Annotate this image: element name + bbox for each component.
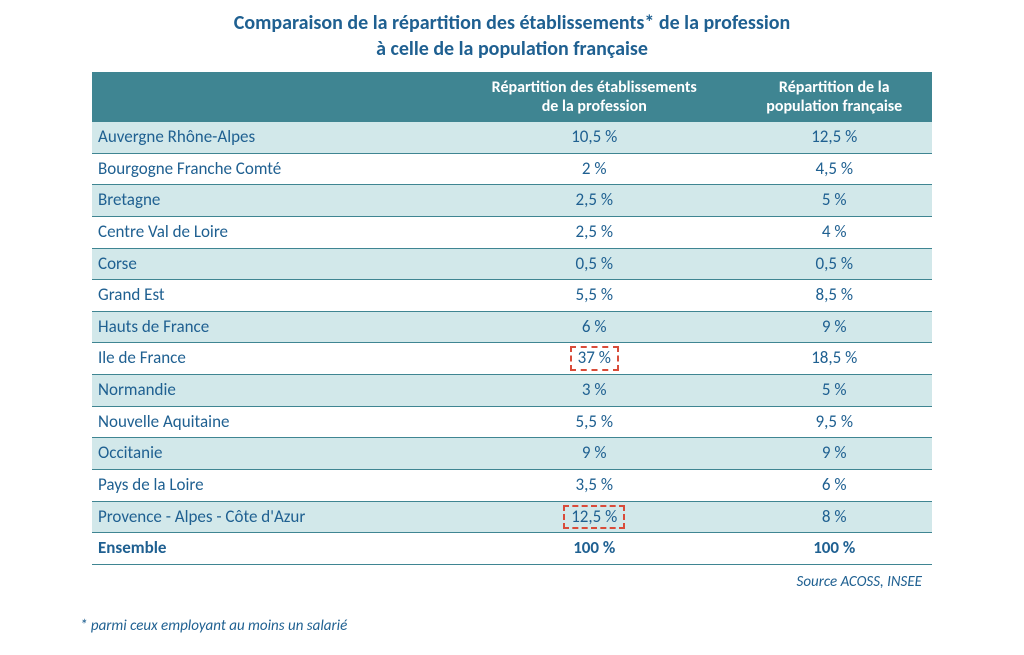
etablissements-cell: 5,5 % xyxy=(452,406,736,438)
table-row: Grand Est5,5 %8,5 % xyxy=(92,280,932,312)
etablissements-cell: 37 % xyxy=(452,343,736,375)
region-cell: Centre Val de Loire xyxy=(92,216,452,248)
total-label: Ensemble xyxy=(92,533,452,565)
etablissements-cell: 2,5 % xyxy=(452,185,736,217)
etablissements-cell: 0,5 % xyxy=(452,248,736,280)
total-population: 100 % xyxy=(736,533,932,565)
table-row: Bretagne2,5 %5 % xyxy=(92,185,932,217)
population-cell: 4,5 % xyxy=(736,153,932,185)
header-population: Répartition de la population française xyxy=(736,72,932,122)
region-cell: Ile de France xyxy=(92,343,452,375)
comparison-table: Répartition des établissements de la pro… xyxy=(92,72,932,565)
table-row: Auvergne Rhône-Alpes10,5 %12,5 % xyxy=(92,122,932,153)
table-body: Auvergne Rhône-Alpes10,5 %12,5 %Bourgogn… xyxy=(92,122,932,564)
population-cell: 12,5 % xyxy=(736,122,932,153)
region-cell: Provence - Alpes - Côte d'Azur xyxy=(92,501,452,533)
population-cell: 6 % xyxy=(736,470,932,502)
population-cell: 9,5 % xyxy=(736,406,932,438)
region-cell: Normandie xyxy=(92,375,452,407)
highlight-box: 37 % xyxy=(570,346,619,370)
etablissements-cell: 2,5 % xyxy=(452,216,736,248)
title-line-1: Comparaison de la répartition des établi… xyxy=(234,11,790,35)
header-etablissements: Répartition des établissements de la pro… xyxy=(452,72,736,122)
region-cell: Grand Est xyxy=(92,280,452,312)
population-cell: 9 % xyxy=(736,311,932,343)
header-region xyxy=(92,72,452,122)
region-cell: Auvergne Rhône-Alpes xyxy=(92,122,452,153)
population-cell: 4 % xyxy=(736,216,932,248)
table-row: Pays de la Loire3,5 %6 % xyxy=(92,470,932,502)
table-row: Hauts de France6 %9 % xyxy=(92,311,932,343)
total-etablissements: 100 % xyxy=(452,533,736,565)
title: Comparaison de la répartition des établi… xyxy=(40,10,984,62)
region-cell: Bourgogne Franche Comté xyxy=(92,153,452,185)
population-cell: 5 % xyxy=(736,375,932,407)
etablissements-cell: 9 % xyxy=(452,438,736,470)
etablissements-cell: 12,5 % xyxy=(452,501,736,533)
population-cell: 8 % xyxy=(736,501,932,533)
etablissements-cell: 3 % xyxy=(452,375,736,407)
region-cell: Bretagne xyxy=(92,185,452,217)
total-row: Ensemble100 %100 % xyxy=(92,533,932,565)
table-row: Occitanie9 %9 % xyxy=(92,438,932,470)
table-row: Centre Val de Loire2,5 %4 % xyxy=(92,216,932,248)
population-cell: 0,5 % xyxy=(736,248,932,280)
region-cell: Nouvelle Aquitaine xyxy=(92,406,452,438)
highlight-box: 12,5 % xyxy=(563,505,625,529)
title-line-2: à celle de la population française xyxy=(376,37,648,61)
region-cell: Hauts de France xyxy=(92,311,452,343)
table-row: Provence - Alpes - Côte d'Azur 12,5 % 8 % xyxy=(92,501,932,533)
etablissements-cell: 10,5 % xyxy=(452,122,736,153)
etablissements-cell: 5,5 % xyxy=(452,280,736,312)
table-row: Normandie3 %5 % xyxy=(92,375,932,407)
population-cell: 5 % xyxy=(736,185,932,217)
etablissements-cell: 2 % xyxy=(452,153,736,185)
region-cell: Corse xyxy=(92,248,452,280)
header-row: Répartition des établissements de la pro… xyxy=(92,72,932,122)
region-cell: Occitanie xyxy=(92,438,452,470)
source-note: Source ACOSS, INSEE xyxy=(92,573,932,591)
population-cell: 18,5 % xyxy=(736,343,932,375)
region-cell: Pays de la Loire xyxy=(92,470,452,502)
population-cell: 8,5 % xyxy=(736,280,932,312)
table-row: Bourgogne Franche Comté2 %4,5 % xyxy=(92,153,932,185)
etablissements-cell: 3,5 % xyxy=(452,470,736,502)
table-row: Ile de France 37 % 18,5 % xyxy=(92,343,932,375)
population-cell: 9 % xyxy=(736,438,932,470)
table-row: Nouvelle Aquitaine5,5 %9,5 % xyxy=(92,406,932,438)
table-row: Corse0,5 %0,5 % xyxy=(92,248,932,280)
etablissements-cell: 6 % xyxy=(452,311,736,343)
